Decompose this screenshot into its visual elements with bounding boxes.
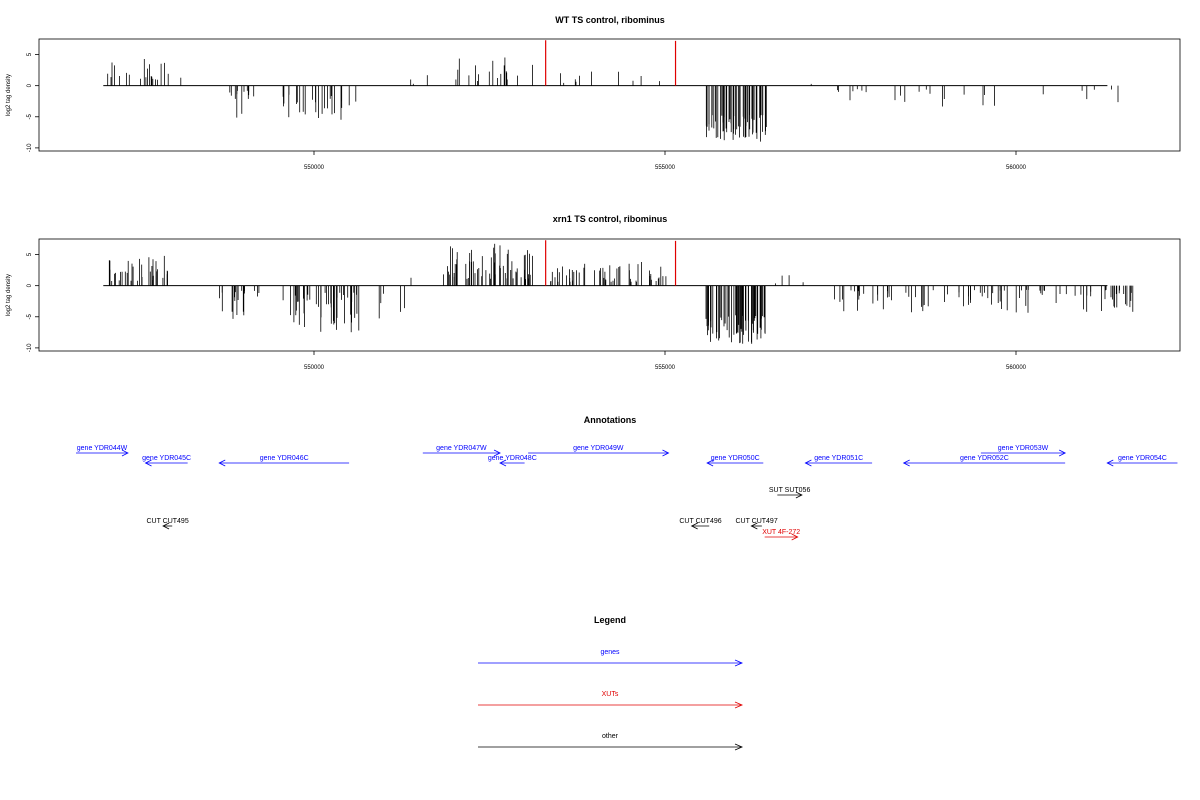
annotation-feature: CUT CUT497 xyxy=(735,518,778,530)
legend-item: genes xyxy=(478,649,744,667)
legend-panel: Legend genes XUTs other xyxy=(478,615,744,751)
y-tick-label: -5 xyxy=(27,313,33,319)
feature-label: gene YDR049W xyxy=(573,445,624,452)
feature-label: CUT CUT495 xyxy=(146,518,188,525)
feature-arrowhead xyxy=(662,449,670,457)
legend-item: XUTs xyxy=(478,691,744,709)
x-tick-label: 550000 xyxy=(304,365,325,371)
feature-arrowhead xyxy=(1106,459,1114,467)
feature-label: CUT CUT497 xyxy=(735,518,777,525)
feature-label: gene YDR046C xyxy=(260,455,309,462)
annotations-title: Annotations xyxy=(584,415,637,425)
feature-label: gene YDR047W xyxy=(436,445,487,452)
feature-label: gene YDR051C xyxy=(814,455,863,462)
feature-label: gene YDR048C xyxy=(488,455,537,462)
y-tick-label: -10 xyxy=(27,343,33,352)
x-tick-label: 555000 xyxy=(655,165,676,171)
feature-label: XUT 4F-272 xyxy=(762,529,800,536)
feature-arrowhead xyxy=(499,459,507,467)
y-tick-label: 0 xyxy=(27,83,33,87)
feature-arrowhead xyxy=(804,459,812,467)
annotation-feature: gene YDR051C xyxy=(804,455,873,467)
x-tick-label: 560000 xyxy=(1006,165,1027,171)
feature-label: gene YDR052C xyxy=(960,455,1009,462)
legend-items-group: genes XUTs other xyxy=(478,649,744,751)
annotation-feature: gene YDR052C xyxy=(902,455,1066,467)
legend-label: other xyxy=(602,733,619,740)
x-tick-label: 560000 xyxy=(1006,365,1027,371)
feature-label: CUT CUT496 xyxy=(679,518,721,525)
wt-bars-group xyxy=(103,40,1119,142)
wt-ticks-group: 550000 555000 560000 -10 -5 0 5 xyxy=(27,52,1027,171)
feature-arrowhead xyxy=(706,459,714,467)
legend-label: XUTs xyxy=(602,691,619,698)
feature-label: gene YDR044W xyxy=(77,445,128,452)
feature-arrowhead xyxy=(795,491,803,499)
wt-coverage-panel: WT TS control, ribominus log2 tag densit… xyxy=(6,15,1181,171)
feature-arrowhead xyxy=(902,459,910,467)
feature-arrowhead xyxy=(690,522,698,530)
legend-arrowhead xyxy=(734,659,744,667)
feature-arrowhead xyxy=(162,522,170,530)
xrn1-panel-title: xrn1 TS control, ribominus xyxy=(553,214,668,224)
feature-arrowhead xyxy=(218,459,226,467)
legend-arrowhead xyxy=(734,701,744,709)
legend-item: other xyxy=(478,733,744,751)
xrn1-coverage-panel: xrn1 TS control, ribominus log2 tag dens… xyxy=(6,214,1181,371)
feature-arrowhead xyxy=(493,449,501,457)
y-tick-label: 5 xyxy=(27,52,33,56)
annotation-feature: CUT CUT495 xyxy=(146,518,189,530)
y-tick-label: 5 xyxy=(27,252,33,256)
feature-label: gene YDR054C xyxy=(1118,455,1167,462)
annotation-feature: gene YDR049W xyxy=(528,445,670,457)
y-tick-label: -10 xyxy=(27,143,33,152)
xrn1-plot-frame xyxy=(38,238,1181,352)
annotation-feature: gene YDR048C xyxy=(488,455,537,467)
xrn1-ticks-group: 550000 555000 560000 -10 -5 0 5 xyxy=(27,252,1027,371)
feature-arrowhead xyxy=(750,522,758,530)
feature-label: gene YDR053W xyxy=(998,445,1049,452)
feature-arrowhead xyxy=(144,459,152,467)
annotation-feature: CUT CUT496 xyxy=(679,518,722,530)
annotation-feature: gene YDR045C xyxy=(142,455,191,467)
x-tick-label: 555000 xyxy=(655,365,676,371)
feature-arrowhead xyxy=(1058,449,1067,457)
annotation-feature: XUT 4F-272 xyxy=(762,529,800,541)
xrn1-bars-group xyxy=(103,240,1134,344)
x-tick-label: 550000 xyxy=(304,165,325,171)
feature-label: gene YDR050C xyxy=(711,455,760,462)
legend-label: genes xyxy=(600,649,620,656)
y-tick-label: 0 xyxy=(27,283,33,287)
legend-title: Legend xyxy=(594,615,626,625)
annotation-feature: gene YDR054C xyxy=(1106,455,1178,467)
wt-panel-title: WT TS control, ribominus xyxy=(555,15,665,25)
legend-arrowhead xyxy=(734,743,744,751)
annotation-feature: gene YDR053W xyxy=(980,445,1067,457)
wt-y-axis-label: log2 tag density xyxy=(6,74,12,116)
feature-arrowhead xyxy=(121,449,129,457)
feature-arrowhead xyxy=(791,533,799,541)
annotation-feature: SUT SUT056 xyxy=(769,487,811,499)
annotation-feature: gene YDR047W xyxy=(422,445,501,457)
annotation-features-group: gene YDR044W gene YDR045C gene YDR046C gene… xyxy=(76,445,1178,541)
annotation-feature: gene YDR046C xyxy=(218,455,350,467)
annotation-feature: gene YDR050C xyxy=(706,455,764,467)
xrn1-y-axis-label: log2 tag density xyxy=(6,274,12,316)
wt-plot-frame xyxy=(38,38,1181,152)
feature-label: gene YDR045C xyxy=(142,455,191,462)
feature-label: SUT SUT056 xyxy=(769,487,811,494)
annotation-feature: gene YDR044W xyxy=(76,445,129,457)
y-tick-label: -5 xyxy=(27,113,33,119)
